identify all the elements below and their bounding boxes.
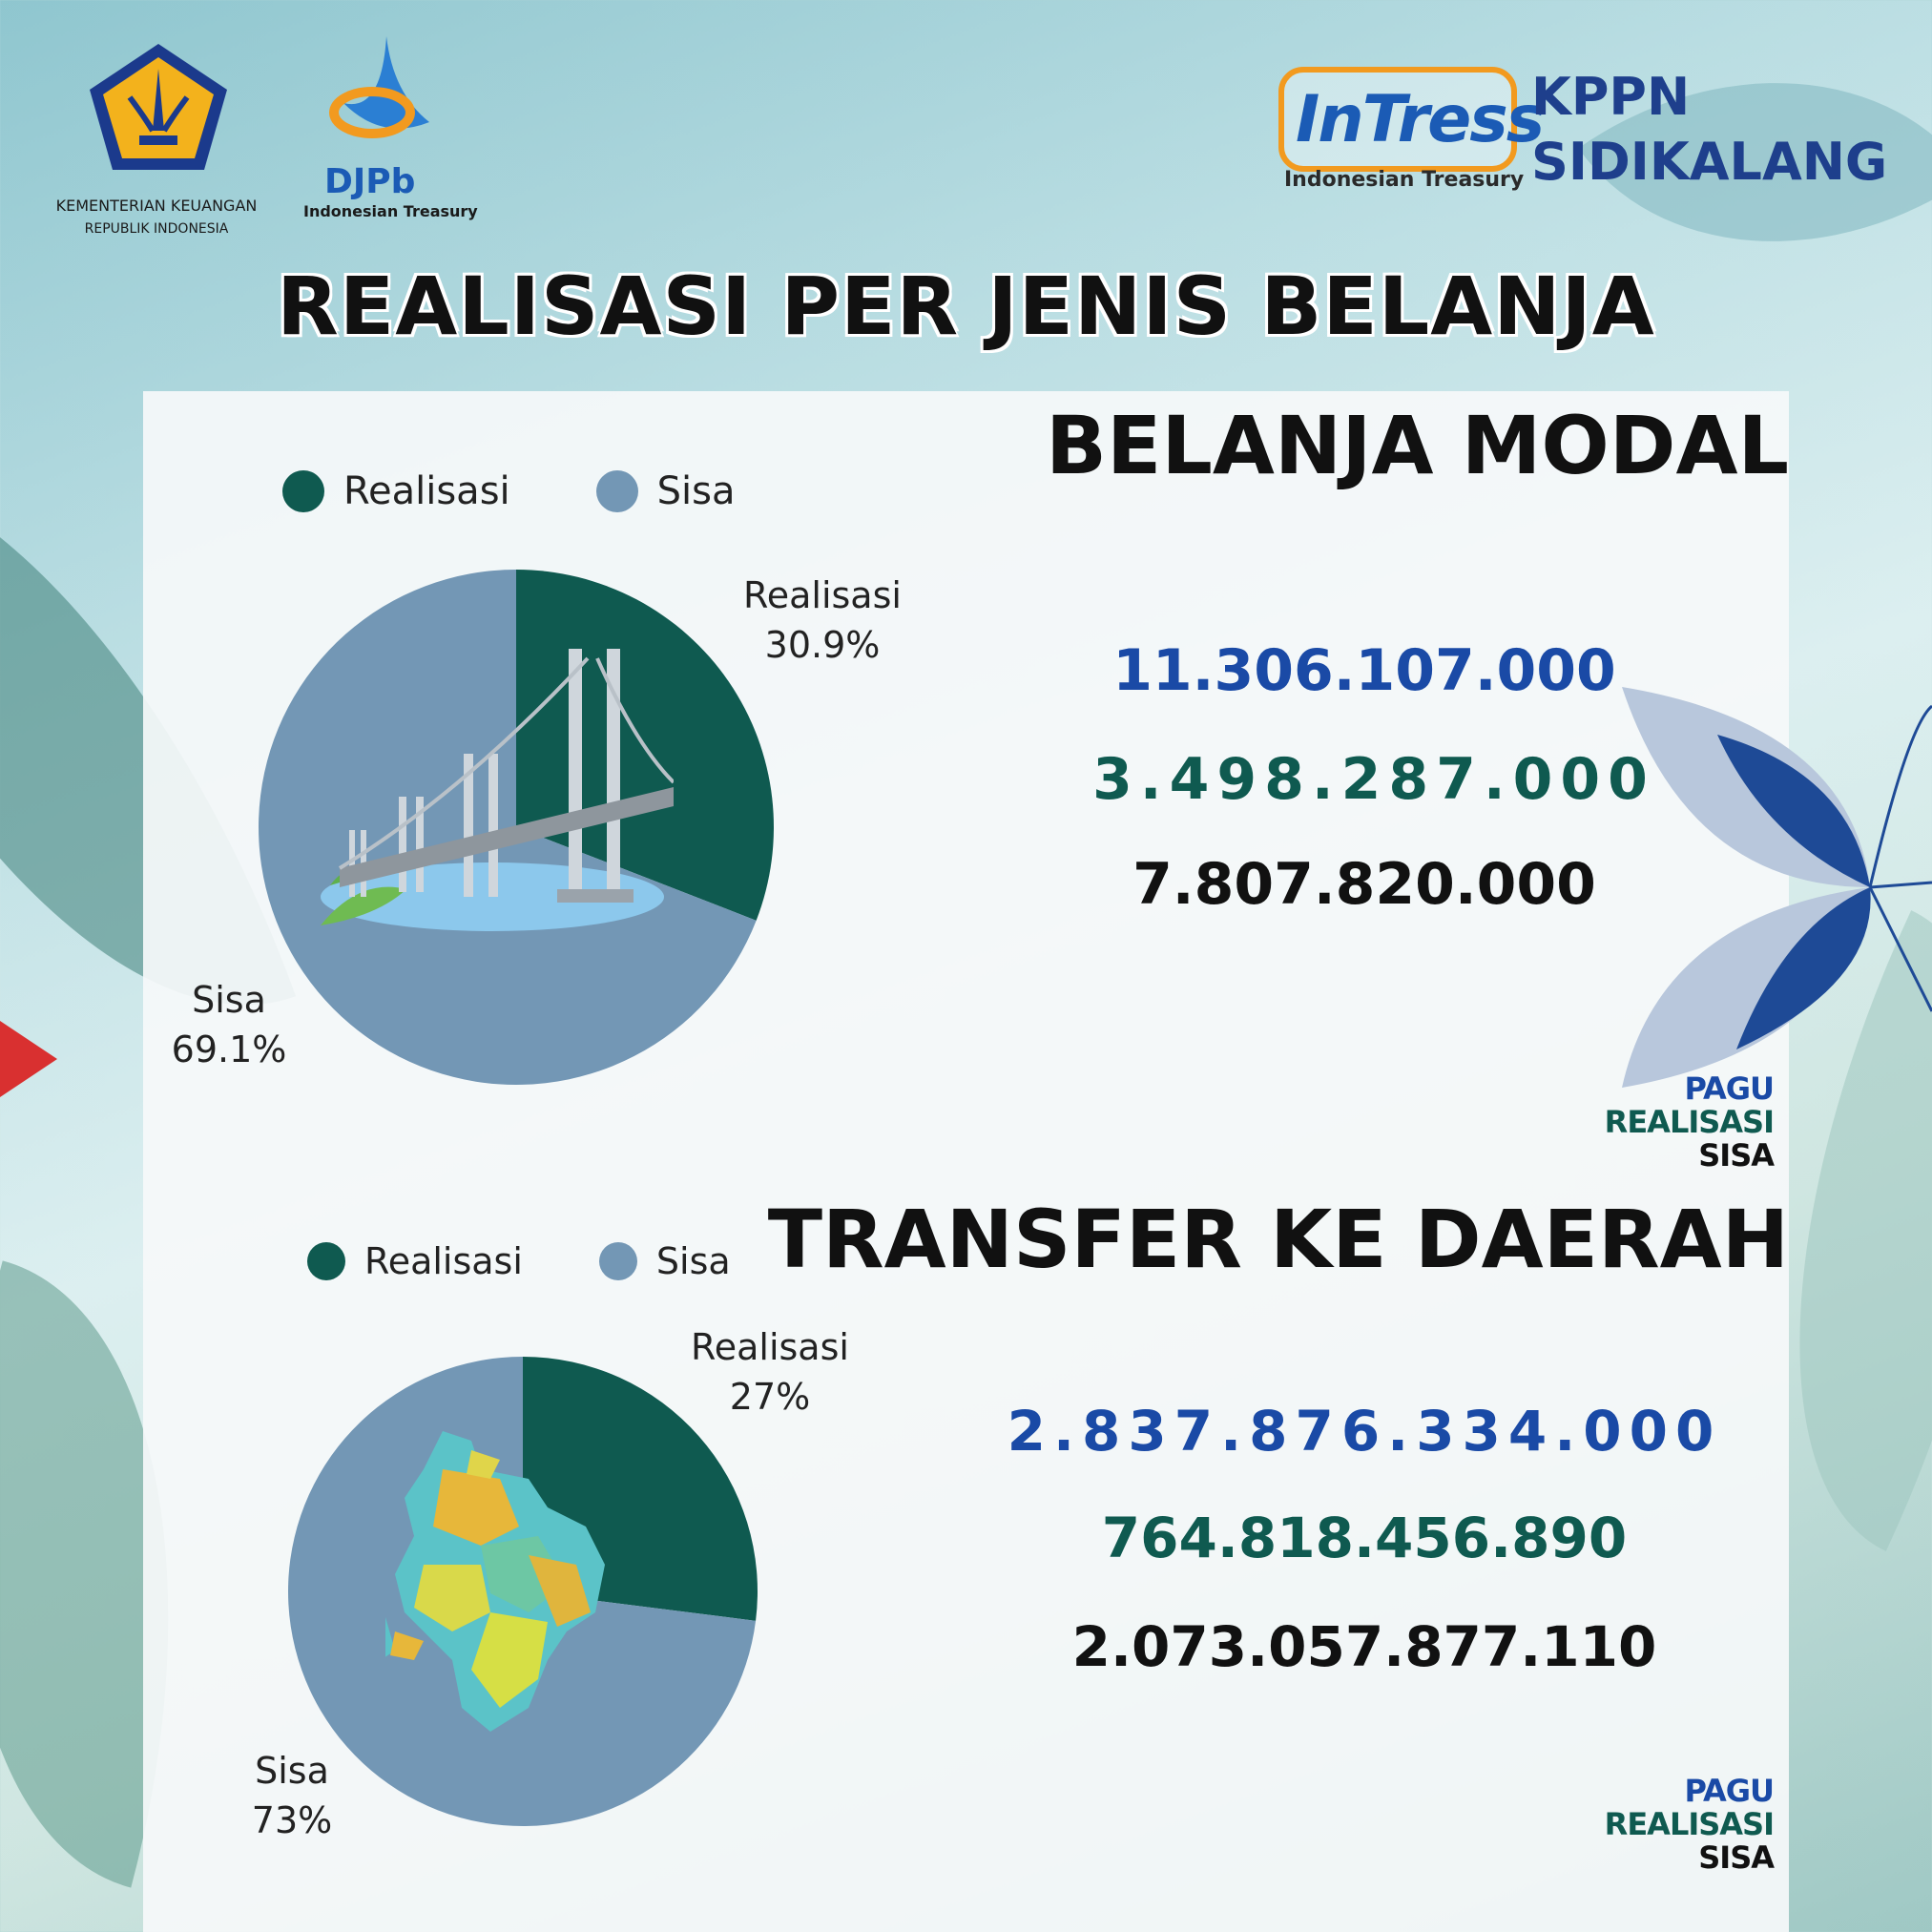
djpb-subtitle: Indonesian Treasury	[303, 202, 478, 220]
ministry-emblem-icon	[90, 44, 227, 170]
key-sisa: SISA	[1698, 1137, 1775, 1174]
chart-legend-transfer-ke-daerah: Realisasi Sisa	[307, 1240, 817, 1282]
bridge-illustration-icon	[321, 649, 674, 931]
legend-label-sisa: Sisa	[655, 1240, 731, 1282]
key-pagu: PAGU	[1684, 1070, 1775, 1107]
legend-swatch-realisasi	[282, 470, 324, 512]
section-title-belanja-modal: BELANJA MODAL	[1045, 399, 1789, 492]
pie-label-realisasi-belanja-modal: Realisasi 30.9%	[708, 571, 937, 670]
key-realisasi: REALISASI	[1604, 1806, 1775, 1842]
pie-label-sisa-transfer-ke-daerah: Sisa 73%	[225, 1746, 359, 1845]
petal-decoration	[1622, 687, 1932, 1088]
pie-label-name: Sisa	[192, 979, 266, 1021]
section-title-transfer-ke-daerah: TRANSFER KE DAERAH	[767, 1193, 1789, 1286]
sisa-value-transfer-ke-daerah: 2.073.057.877.110	[1071, 1614, 1657, 1679]
legend-item-realisasi: Realisasi	[282, 469, 510, 513]
pie-label-value: 30.9%	[764, 624, 881, 666]
legend-swatch-realisasi	[307, 1242, 345, 1280]
djpb-emblem-icon	[329, 36, 429, 138]
value-key-belanja-modal: PAGU REALISASI SISA	[1604, 1070, 1775, 1174]
office-name-line2: SIDIKALANG	[1531, 132, 1888, 192]
intress-subtitle: Indonesian Treasury	[1284, 168, 1525, 192]
region-map-illustration-icon	[385, 1431, 605, 1732]
intress-name: InTress	[1296, 82, 1545, 157]
pagu-value-transfer-ke-daerah: 2.837.876.334.000	[1007, 1399, 1722, 1464]
realisasi-value-transfer-ke-daerah: 764.818.456.890	[1101, 1506, 1628, 1570]
ministry-name-line1: KEMENTERIAN KEUANGAN	[55, 197, 258, 215]
page-title: REALISASI PER JENIS BELANJA	[277, 260, 1655, 353]
legend-label-realisasi: Realisasi	[343, 469, 510, 513]
pagu-value-belanja-modal: 11.306.107.000	[1112, 637, 1616, 704]
legend-item-realisasi: Realisasi	[307, 1240, 523, 1282]
pie-label-realisasi-transfer-ke-daerah: Realisasi 27%	[670, 1322, 870, 1422]
pie-label-sisa-belanja-modal: Sisa 69.1%	[153, 975, 305, 1074]
pie-label-value: 27%	[729, 1376, 811, 1418]
realisasi-value-belanja-modal: 3.498.287.000	[1092, 746, 1655, 813]
chart-legend-belanja-modal: Realisasi Sisa	[282, 469, 821, 513]
office-name-line1: KPPN	[1531, 67, 1691, 127]
legend-item-sisa: Sisa	[595, 469, 736, 513]
ministry-name-line2: REPUBLIK INDONESIA	[84, 221, 229, 237]
pie-label-value: 69.1%	[171, 1028, 287, 1070]
pie-label-value: 73%	[251, 1799, 333, 1841]
sisa-value-belanja-modal: 7.807.820.000	[1132, 851, 1596, 918]
ministry-logo	[82, 40, 235, 174]
key-pagu: PAGU	[1684, 1773, 1775, 1809]
legend-item-sisa: Sisa	[598, 1240, 731, 1282]
intress-logo: InTress	[1278, 67, 1545, 172]
djpb-name: DJPb	[324, 162, 416, 201]
pie-label-name: Realisasi	[691, 1326, 849, 1368]
legend-swatch-sisa	[595, 470, 638, 512]
key-realisasi: REALISASI	[1604, 1104, 1775, 1140]
djpb-logo	[315, 36, 458, 170]
value-key-transfer-ke-daerah: PAGU REALISASI SISA	[1604, 1773, 1775, 1876]
pie-slice-sisa	[258, 570, 757, 1085]
red-flower-decoration	[0, 1021, 57, 1097]
key-sisa: SISA	[1698, 1839, 1775, 1876]
legend-label-realisasi: Realisasi	[364, 1240, 523, 1282]
legend-swatch-sisa	[598, 1242, 637, 1280]
legend-label-sisa: Sisa	[656, 469, 736, 513]
pie-label-name: Realisasi	[743, 574, 902, 616]
pie-label-name: Sisa	[255, 1750, 329, 1792]
